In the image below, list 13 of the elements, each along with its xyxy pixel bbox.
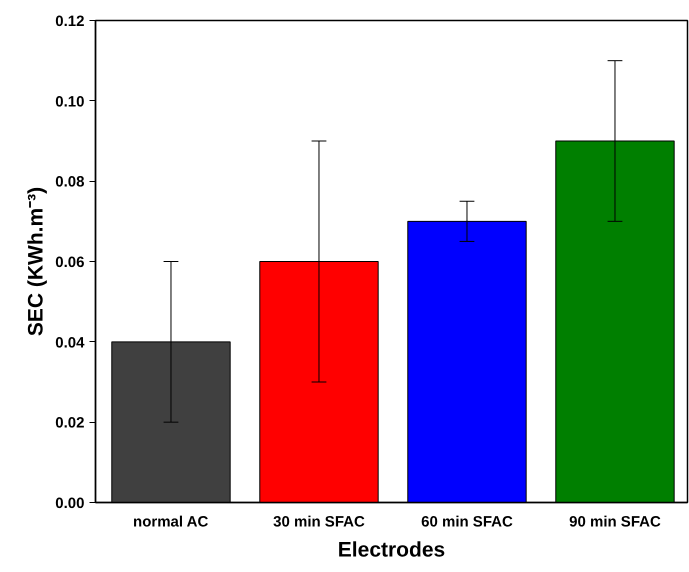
y-tick-label: 0.00 [55, 495, 85, 512]
y-tick-label: 0.10 [55, 93, 85, 110]
x-tick-label: 60 min SFAC [421, 514, 513, 530]
y-tick-label: 0.06 [55, 254, 85, 271]
y-tick-label: 0.12 [55, 13, 85, 30]
x-tick-label: 90 min SFAC [569, 514, 661, 530]
x-tick-label: 30 min SFAC [273, 514, 365, 530]
x-axis-title: Electrodes [338, 538, 446, 562]
y-tick-label: 0.02 [55, 414, 85, 432]
x-tick-label: normal AC [133, 514, 209, 530]
y-tick-label: 0.08 [55, 174, 85, 191]
y-tick-label: 0.04 [55, 334, 86, 352]
y-axis-title: SEC (KWh.m⁻³) [24, 186, 48, 336]
